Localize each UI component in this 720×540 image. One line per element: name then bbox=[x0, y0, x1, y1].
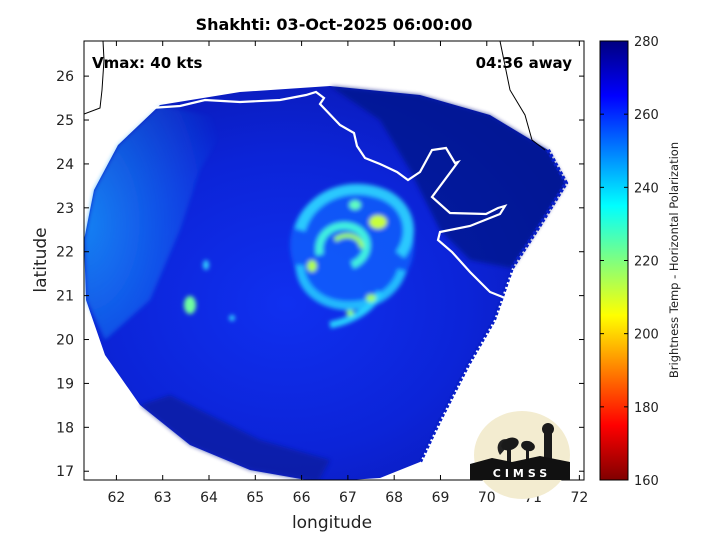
colorbar bbox=[599, 40, 629, 481]
y-tick-label: 26 bbox=[56, 69, 74, 85]
y-tick-label: 18 bbox=[56, 420, 74, 436]
x-tick-label: 72 bbox=[570, 490, 588, 506]
plot-frame bbox=[83, 40, 585, 481]
swath-east-edge bbox=[418, 149, 569, 463]
cimss-logo-text: CIMSS bbox=[493, 467, 551, 480]
x-tick-label: 65 bbox=[246, 490, 264, 506]
y-axis-label: latitude bbox=[31, 227, 51, 292]
colorbar-tick-label: 160 bbox=[634, 474, 659, 489]
colorbar-label: Brightness Temp - Horizontal Polarizatio… bbox=[667, 142, 681, 378]
coastline bbox=[84, 90, 584, 302]
chart-title: Shakhti: 03-Oct-2025 06:00:00 bbox=[196, 15, 473, 34]
colorbar-tick-label: 200 bbox=[634, 328, 659, 343]
colorbar-tick-label: 240 bbox=[634, 181, 659, 196]
y-tick-label: 22 bbox=[56, 245, 74, 261]
y-tick-label: 21 bbox=[56, 289, 74, 305]
time-away-label: 04:36 away bbox=[476, 54, 573, 72]
y-tick-label: 20 bbox=[56, 333, 74, 349]
swath-dark-southwest bbox=[140, 395, 330, 480]
x-tick-label: 69 bbox=[432, 490, 450, 506]
x-tick-label: 62 bbox=[107, 490, 125, 506]
x-axis-ticks: 62 63 64 65 66 67 68 69 70 71 72 bbox=[107, 41, 588, 506]
x-axis-label: longitude bbox=[292, 513, 372, 533]
colorbar-tick-label: 260 bbox=[634, 108, 659, 123]
x-tick-label: 63 bbox=[154, 490, 172, 506]
y-tick-label: 17 bbox=[56, 464, 74, 480]
y-axis-ticks: 17 18 19 20 21 22 23 24 25 26 bbox=[56, 69, 584, 480]
coastline-north bbox=[84, 41, 546, 151]
colorbar-tick-label: 220 bbox=[634, 255, 659, 270]
x-tick-label: 70 bbox=[478, 490, 496, 506]
y-tick-label: 19 bbox=[56, 376, 74, 392]
colorbar-tick-label: 180 bbox=[634, 401, 659, 416]
vmax-label: Vmax: 40 kts bbox=[92, 54, 202, 72]
cimss-logo: CIMSS bbox=[470, 411, 570, 499]
swath-warm-west bbox=[84, 105, 230, 340]
x-tick-label: 68 bbox=[385, 490, 403, 506]
colorbar-ticks: 280 260 240 220 200 180 160 bbox=[600, 35, 659, 489]
y-tick-label: 23 bbox=[56, 201, 74, 217]
cyclone-rainbands bbox=[184, 183, 414, 329]
y-tick-label: 24 bbox=[56, 157, 74, 173]
x-tick-label: 66 bbox=[293, 490, 311, 506]
colorbar-tick-label: 280 bbox=[634, 35, 659, 50]
x-tick-label: 67 bbox=[339, 490, 357, 506]
x-tick-label: 64 bbox=[200, 490, 218, 506]
y-tick-label: 25 bbox=[56, 113, 74, 129]
